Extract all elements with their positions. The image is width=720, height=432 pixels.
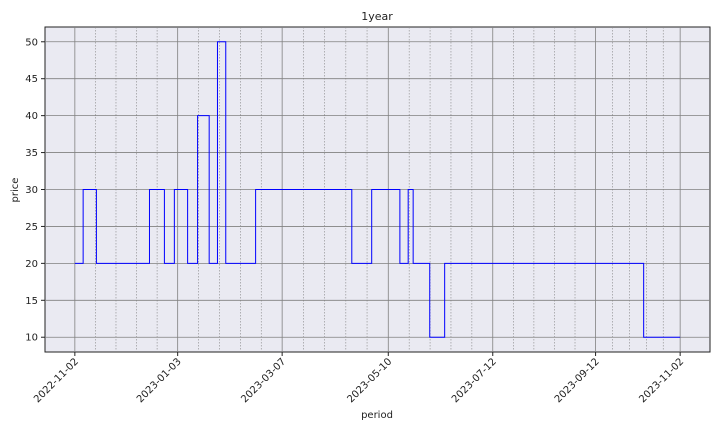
x-tick-label: 2022-11-02 <box>32 356 81 405</box>
y-tick-label: 20 <box>25 259 38 270</box>
chart-title: 1year <box>361 10 393 23</box>
marks <box>74 41 681 338</box>
y-tick-label: 10 <box>25 333 38 344</box>
y-tick-label: 15 <box>25 296 38 307</box>
price-line <box>74 41 681 338</box>
x-tick-label: 2023-03-07 <box>239 356 288 405</box>
y-tick-label: 30 <box>25 185 38 196</box>
y-tick-label: 40 <box>25 111 38 122</box>
x-axis-label: period <box>361 410 393 421</box>
y-tick-label: 45 <box>25 74 38 85</box>
y-tick-label: 50 <box>25 37 38 48</box>
x-tick-label: 2023-07-12 <box>450 356 499 405</box>
x-tick-label: 2023-01-03 <box>135 356 184 405</box>
y-tick-label: 25 <box>25 222 38 233</box>
x-tick-label: 2023-09-12 <box>553 356 602 405</box>
x-tick-label: 2023-05-10 <box>346 356 395 405</box>
x-tick-label: 2023-11-02 <box>637 356 686 405</box>
y-tick-label: 35 <box>25 148 38 159</box>
y-axis-label: price <box>10 178 21 203</box>
